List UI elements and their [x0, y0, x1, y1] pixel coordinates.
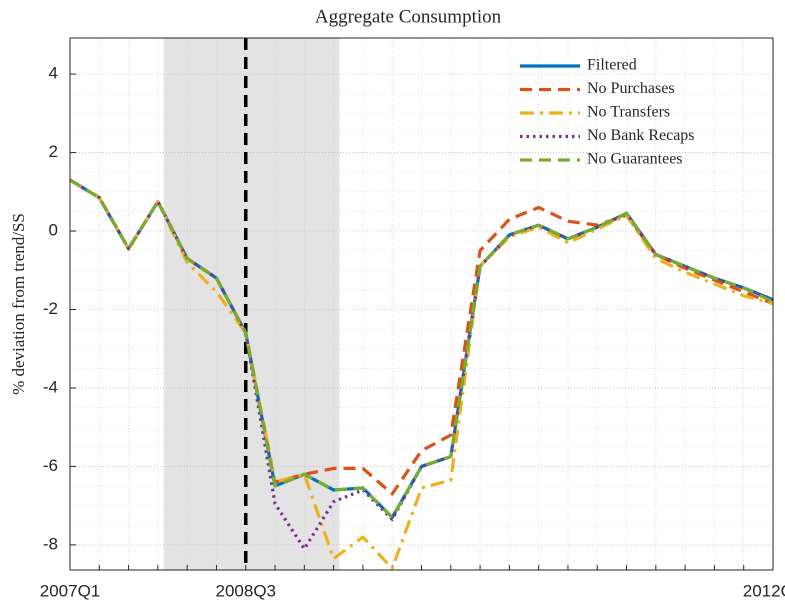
- y-tick-label: 4: [49, 64, 58, 83]
- y-tick-label: 2: [49, 142, 58, 161]
- x-tick-label: 2012Q4: [743, 581, 785, 600]
- line-series: [69, 178, 774, 571]
- y-tick-label: -4: [43, 377, 58, 396]
- plot-frame: [69, 37, 774, 571]
- y-tick-label: 0: [49, 221, 58, 240]
- y-axis-label: % deviation from trend/SS: [9, 213, 28, 395]
- legend-label: No Guarantees: [587, 151, 683, 168]
- x-tick-label: 2008Q3: [216, 581, 277, 600]
- legend-label: No Bank Recaps: [587, 127, 695, 144]
- legend-label: No Purchases: [587, 80, 675, 97]
- y-tick-label: -8: [43, 534, 58, 553]
- legend-label: No Transfers: [587, 104, 670, 121]
- line-series: [69, 178, 774, 520]
- y-tick-label: -6: [43, 456, 58, 475]
- x-tick-label: 2007Q1: [40, 581, 101, 600]
- legend-label: Filtered: [587, 57, 637, 74]
- shaded-band: [163, 38, 340, 570]
- y-tick-label: -2: [43, 299, 58, 318]
- chart-title: Aggregate Consumption: [315, 6, 502, 27]
